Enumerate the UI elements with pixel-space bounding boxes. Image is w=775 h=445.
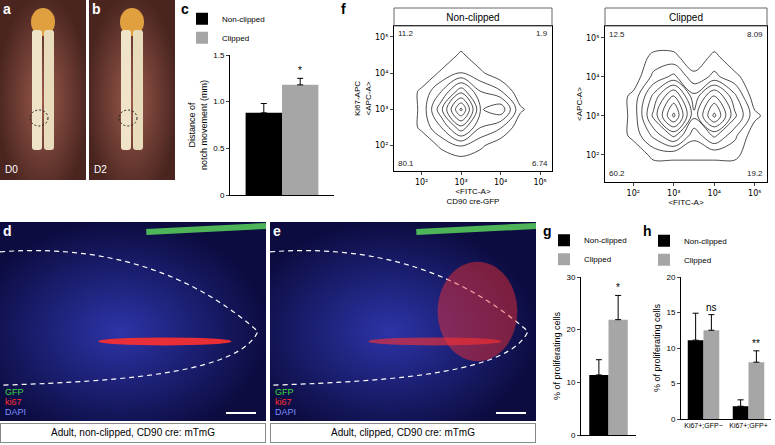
svg-text:80.1: 80.1 bbox=[398, 159, 414, 168]
svg-text:Non-clipped: Non-clipped bbox=[222, 15, 265, 24]
svg-text:10⁵: 10⁵ bbox=[586, 34, 599, 43]
svg-text:**: ** bbox=[752, 338, 760, 349]
svg-text:12.5: 12.5 bbox=[609, 30, 625, 39]
html-text:g: g bbox=[543, 223, 552, 239]
html-text:Adult, non-clipped, CD90 cre:: Adult, non-clipped, CD90 cre: mTmG bbox=[51, 427, 215, 438]
html-text:D0: D0 bbox=[5, 164, 18, 175]
svg-text:10³: 10³ bbox=[667, 189, 680, 198]
svg-text:10: 10 bbox=[566, 378, 575, 387]
svg-text:10²: 10² bbox=[627, 189, 640, 198]
svg-text:10²: 10² bbox=[586, 151, 599, 160]
html-text:DAPI: DAPI bbox=[5, 407, 26, 417]
svg-text:*: * bbox=[616, 282, 620, 293]
svg-text:*: * bbox=[298, 65, 302, 76]
svg-text:% of proliferating cells: % of proliferating cells bbox=[652, 303, 662, 392]
svg-text:<APC-A>: <APC-A> bbox=[575, 87, 584, 121]
html-text:a: a bbox=[3, 1, 11, 17]
svg-text:10³: 10³ bbox=[586, 112, 599, 121]
svg-text:Clipped: Clipped bbox=[222, 34, 249, 43]
svg-text:10⁵: 10⁵ bbox=[375, 33, 388, 42]
svg-text:10²: 10² bbox=[375, 141, 388, 150]
html-text:ki67: ki67 bbox=[275, 397, 292, 407]
svg-text:10³: 10³ bbox=[454, 178, 467, 187]
html-text:ki67: ki67 bbox=[5, 397, 22, 407]
html-text:d: d bbox=[3, 223, 12, 239]
svg-text:20: 20 bbox=[666, 273, 675, 282]
svg-text:1.9: 1.9 bbox=[536, 29, 548, 38]
svg-text:8.09: 8.09 bbox=[747, 30, 763, 39]
svg-text:Ki67+;GFP−: Ki67+;GFP− bbox=[684, 422, 723, 429]
html-text:Adult, clipped, CD90 cre: mTmG: Adult, clipped, CD90 cre: mTmG bbox=[331, 427, 475, 438]
svg-text:10³: 10³ bbox=[375, 105, 388, 114]
svg-text:Non-clipped: Non-clipped bbox=[446, 12, 499, 23]
svg-text:Ki67+;GFP+: Ki67+;GFP+ bbox=[729, 422, 768, 429]
svg-text:20: 20 bbox=[566, 325, 575, 334]
svg-text:10⁴: 10⁴ bbox=[586, 73, 599, 82]
svg-text:Clipped: Clipped bbox=[684, 256, 711, 265]
html-text:e: e bbox=[273, 223, 281, 239]
svg-text:10⁵: 10⁵ bbox=[748, 189, 761, 198]
svg-text:15: 15 bbox=[666, 308, 675, 317]
svg-text:0: 0 bbox=[220, 191, 225, 200]
svg-text:<FITC-A>: <FITC-A> bbox=[668, 198, 703, 207]
svg-text:6.74: 6.74 bbox=[532, 159, 548, 168]
html-text:f: f bbox=[341, 1, 346, 17]
svg-text:10⁴: 10⁴ bbox=[375, 69, 388, 78]
svg-text:30: 30 bbox=[566, 273, 575, 282]
svg-text:ns: ns bbox=[706, 302, 717, 313]
html-text:GFP: GFP bbox=[5, 387, 24, 397]
html-text:h: h bbox=[643, 223, 652, 239]
svg-text:0: 0 bbox=[671, 415, 676, 424]
svg-text:Non-clipped: Non-clipped bbox=[584, 236, 627, 245]
svg-text:19.2: 19.2 bbox=[747, 169, 763, 178]
html-text:b: b bbox=[92, 1, 101, 17]
svg-text:10⁴: 10⁴ bbox=[494, 178, 507, 187]
svg-text:0.5: 0.5 bbox=[213, 144, 225, 153]
svg-text:Distance ofnotch movement (mm): Distance ofnotch movement (mm) bbox=[187, 80, 209, 170]
svg-text:10²: 10² bbox=[415, 178, 428, 187]
svg-text:1.5: 1.5 bbox=[213, 51, 225, 60]
svg-text:60.2: 60.2 bbox=[609, 169, 625, 178]
html-text:GFP: GFP bbox=[275, 387, 294, 397]
svg-text:Clipped: Clipped bbox=[584, 255, 611, 264]
svg-text:10: 10 bbox=[666, 344, 675, 353]
svg-text:0: 0 bbox=[571, 431, 576, 440]
html-text:c: c bbox=[181, 1, 189, 17]
svg-text:10⁵: 10⁵ bbox=[533, 178, 546, 187]
svg-text:<FITC-A>CD90 cre-GFP: <FITC-A>CD90 cre-GFP bbox=[447, 187, 500, 206]
html-text:DAPI: DAPI bbox=[275, 407, 296, 417]
svg-text:Clipped: Clipped bbox=[669, 12, 703, 23]
svg-text:Ki67-APC<APC-A>: Ki67-APC<APC-A> bbox=[353, 81, 372, 116]
svg-text:1.0: 1.0 bbox=[213, 97, 225, 106]
svg-text:% of proliferating cells: % of proliferating cells bbox=[552, 311, 562, 400]
html-text:D2: D2 bbox=[94, 164, 107, 175]
svg-text:10⁴: 10⁴ bbox=[708, 189, 721, 198]
svg-text:11.2: 11.2 bbox=[398, 29, 414, 38]
svg-text:5: 5 bbox=[671, 379, 676, 388]
svg-text:Non-clipped: Non-clipped bbox=[684, 237, 727, 246]
